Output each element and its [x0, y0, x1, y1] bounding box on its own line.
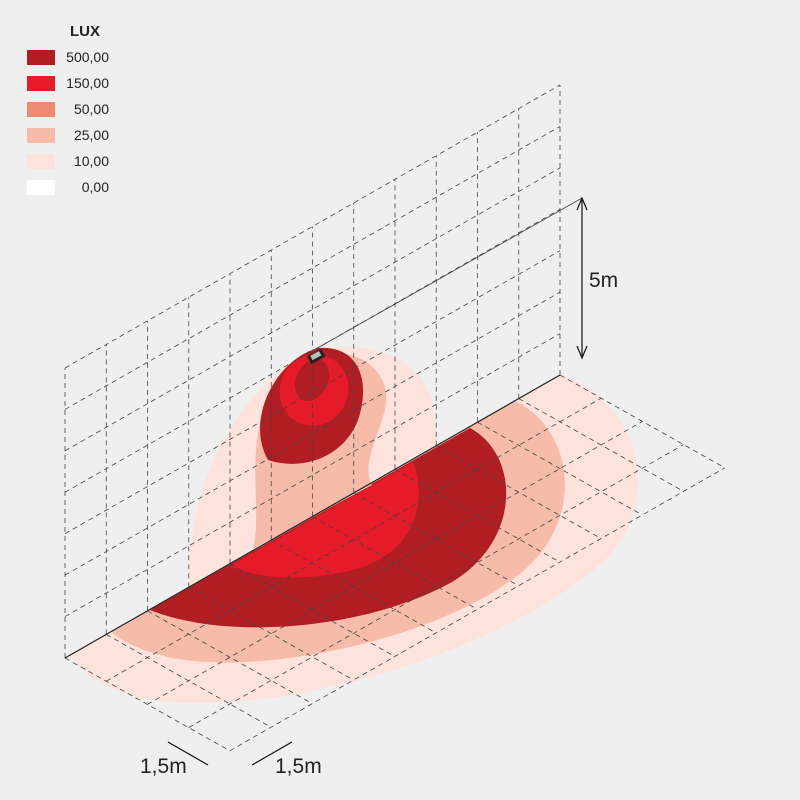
legend-swatch [27, 128, 55, 143]
dimension-label: 1,5m [275, 755, 322, 778]
dimension-label: 5m [589, 269, 618, 292]
floor-grid-line [353, 492, 519, 587]
legend-title: LUX [70, 23, 100, 40]
legend-label: 0,00 [82, 179, 109, 195]
floor-grid-line [436, 445, 602, 539]
legend-label: 25,00 [74, 127, 109, 143]
dimension-lines [167, 196, 588, 766]
arrowheads [576, 196, 588, 360]
legend: 500,00 150,00 50,00 25,00 10,00 0,00 [27, 49, 109, 195]
wall-base [64, 374, 561, 659]
legend-label: 10,00 [74, 153, 109, 169]
luminaire-lens [310, 351, 322, 361]
legend-swatch [27, 50, 55, 65]
floor-grid-line [147, 610, 313, 704]
floor-grid-line [106, 634, 272, 728]
dimension-line [167, 741, 209, 766]
floor-grid-line [271, 539, 437, 634]
floor-grid-line [229, 563, 395, 657]
legend-swatch [27, 76, 55, 91]
height-reference [313, 197, 583, 351]
floor-grid-line [312, 516, 478, 610]
floor-grid-line [188, 586, 354, 681]
floor-grid-line [518, 398, 684, 492]
legend-label: 150,00 [66, 75, 109, 91]
floor-grid-line [64, 657, 230, 752]
legend-swatch [27, 154, 55, 169]
zone-150 [230, 462, 419, 578]
floor-grid-line [477, 421, 643, 516]
zone-500 [294, 358, 330, 402]
grid [64, 84, 725, 752]
legend-label: 500,00 [66, 49, 109, 65]
dimension-label: 1,5m [140, 755, 187, 778]
dimension-line [251, 741, 293, 766]
floor-grid-line [559, 374, 725, 469]
floor-grid-line [394, 468, 560, 563]
legend-swatch [27, 180, 55, 195]
legend-label: 50,00 [74, 101, 109, 117]
legend-swatch [27, 102, 55, 117]
